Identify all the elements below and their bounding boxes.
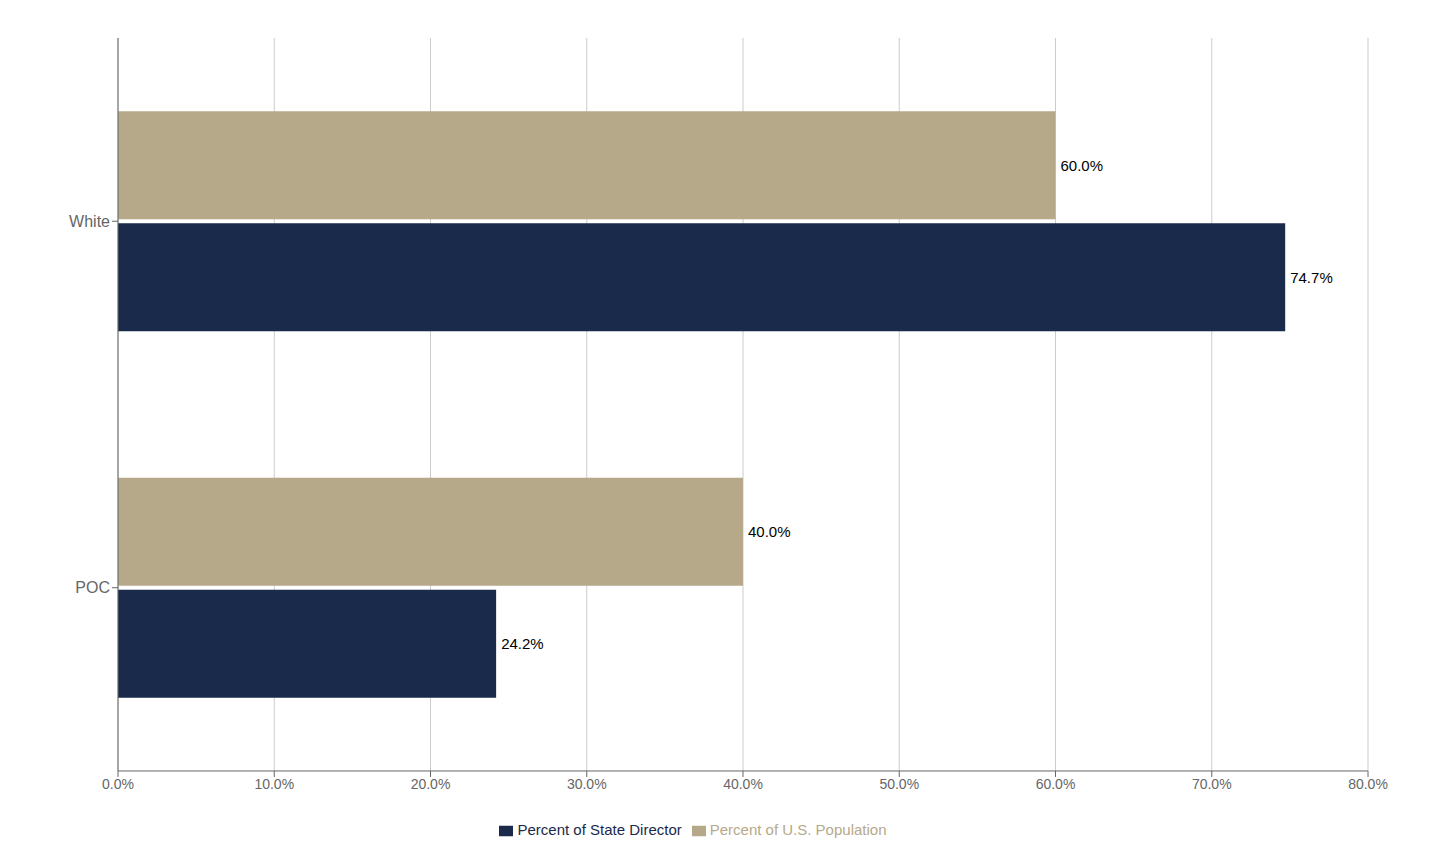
svg-text:0.0%: 0.0% bbox=[102, 776, 134, 792]
svg-text:40.0%: 40.0% bbox=[723, 776, 763, 792]
svg-text:80.0%: 80.0% bbox=[1348, 776, 1388, 792]
svg-text:POC: POC bbox=[75, 579, 110, 596]
svg-text:60.0%: 60.0% bbox=[1036, 776, 1076, 792]
svg-text:20.0%: 20.0% bbox=[411, 776, 451, 792]
svg-text:50.0%: 50.0% bbox=[879, 776, 919, 792]
svg-text:24.2%: 24.2% bbox=[501, 635, 544, 652]
svg-text:10.0%: 10.0% bbox=[254, 776, 294, 792]
svg-text:70.0%: 70.0% bbox=[1192, 776, 1232, 792]
svg-text:74.7%: 74.7% bbox=[1290, 269, 1333, 286]
html-text:Percent of State Director: Percent of State Director bbox=[517, 821, 682, 838]
svg-text:White: White bbox=[69, 213, 110, 230]
html-text:Percent of U.S. Population: Percent of U.S. Population bbox=[709, 821, 887, 838]
svg-text:40.0%: 40.0% bbox=[748, 523, 791, 540]
svg-text:60.0%: 60.0% bbox=[1061, 157, 1104, 174]
svg-text:30.0%: 30.0% bbox=[567, 776, 607, 792]
